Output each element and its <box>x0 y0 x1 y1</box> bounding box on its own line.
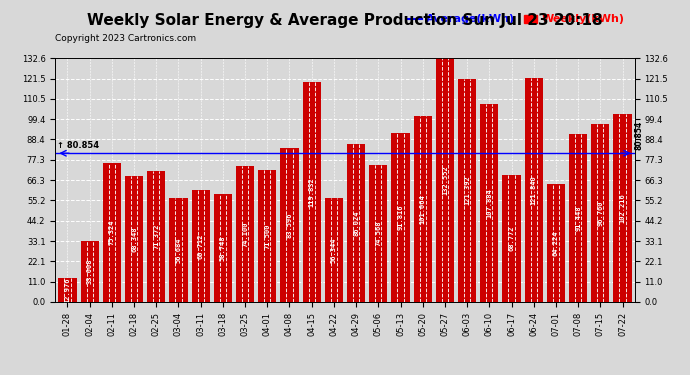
Bar <box>547 184 565 302</box>
Text: 74.100: 74.100 <box>242 221 248 246</box>
Bar <box>125 176 143 302</box>
Text: 101.064: 101.064 <box>420 194 426 224</box>
Bar <box>347 144 365 302</box>
Text: 58.748: 58.748 <box>220 235 226 261</box>
Text: 75.324: 75.324 <box>109 220 115 245</box>
Text: 121.840: 121.840 <box>531 175 537 205</box>
Text: ↑ 80.854: ↑ 80.854 <box>57 141 99 150</box>
Text: 64.224: 64.224 <box>553 230 559 256</box>
Text: 86.024: 86.024 <box>353 210 359 236</box>
Bar <box>613 114 631 302</box>
Bar <box>214 194 232 302</box>
Text: 91.816: 91.816 <box>397 205 404 230</box>
Bar <box>325 198 343 302</box>
Text: 71.500: 71.500 <box>264 224 270 249</box>
Text: 74.568: 74.568 <box>375 220 382 246</box>
Bar <box>458 79 476 302</box>
Bar <box>413 116 432 302</box>
Bar <box>436 58 454 302</box>
Text: 102.216: 102.216 <box>620 193 626 223</box>
Bar <box>169 198 188 302</box>
Legend: Average(kWh), Weekly(kWh): Average(kWh), Weekly(kWh) <box>404 10 629 29</box>
Bar <box>369 165 387 302</box>
Bar <box>258 171 277 302</box>
Text: 121.392: 121.392 <box>464 176 470 205</box>
Bar <box>303 82 321 302</box>
Text: 83.596: 83.596 <box>286 212 293 238</box>
Text: 80.854: 80.854 <box>635 121 644 150</box>
Text: 12.976: 12.976 <box>64 277 70 303</box>
Bar <box>502 176 521 302</box>
Text: 56.684: 56.684 <box>175 237 181 262</box>
Bar <box>569 134 587 302</box>
Bar <box>591 124 609 302</box>
Bar <box>236 166 254 302</box>
Text: 71.372: 71.372 <box>153 224 159 249</box>
Text: 56.344: 56.344 <box>331 237 337 263</box>
Text: 119.832: 119.832 <box>308 177 315 207</box>
Text: 68.348: 68.348 <box>131 226 137 252</box>
Text: 96.760: 96.760 <box>598 200 603 226</box>
Text: 91.448: 91.448 <box>575 205 581 231</box>
Text: 107.884: 107.884 <box>486 188 493 218</box>
Text: Copyright 2023 Cartronics.com: Copyright 2023 Cartronics.com <box>55 34 197 43</box>
Bar <box>192 190 210 302</box>
Bar <box>59 278 77 302</box>
Bar <box>524 78 543 302</box>
Bar <box>81 241 99 302</box>
Text: 68.772: 68.772 <box>509 226 515 251</box>
Bar <box>103 164 121 302</box>
Text: 132.552: 132.552 <box>442 165 448 195</box>
Text: 33.008: 33.008 <box>87 259 92 284</box>
Bar <box>147 171 166 302</box>
Text: Weekly Solar Energy & Average Production Sun Jul 23 20:18: Weekly Solar Energy & Average Production… <box>87 13 603 28</box>
Text: 60.712: 60.712 <box>197 233 204 259</box>
Bar <box>480 104 498 302</box>
Bar <box>280 148 299 302</box>
Bar <box>391 133 410 302</box>
